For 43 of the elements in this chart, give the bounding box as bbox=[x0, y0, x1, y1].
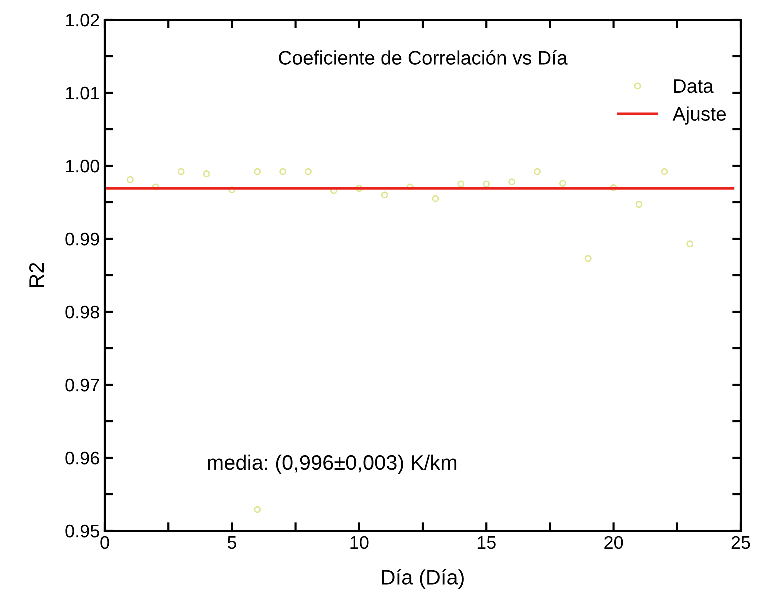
point bbox=[686, 240, 694, 248]
point bbox=[254, 506, 262, 514]
legend-label: Ajuste bbox=[672, 106, 726, 125]
point bbox=[305, 168, 312, 176]
point bbox=[636, 201, 643, 208]
y-tick-label: 1.02 bbox=[66, 14, 100, 27]
point bbox=[508, 178, 516, 186]
point bbox=[381, 192, 388, 199]
point bbox=[584, 255, 592, 262]
x-tick-label: 25 bbox=[732, 536, 750, 550]
y-tick-label: 0.97 bbox=[66, 378, 100, 392]
y-tick-label: 0.96 bbox=[66, 452, 100, 465]
x-tick-label: 15 bbox=[478, 536, 496, 550]
point bbox=[610, 184, 618, 192]
point bbox=[203, 170, 210, 178]
point bbox=[458, 180, 465, 188]
annotation: media: (0,996±0,003) K/km bbox=[208, 454, 457, 474]
y-tick-label: 0.98 bbox=[66, 306, 100, 319]
text: Coeficiente de Correlación vs Día bbox=[279, 50, 568, 65]
point bbox=[356, 185, 363, 192]
x-axis-title: Día (Día) bbox=[382, 569, 464, 590]
point bbox=[152, 184, 160, 191]
y-tick-label: 1.01 bbox=[66, 86, 100, 100]
x-tick-label: 10 bbox=[350, 536, 369, 550]
point bbox=[280, 168, 287, 176]
y-tick-label: 1.00 bbox=[66, 160, 100, 173]
point bbox=[534, 168, 541, 176]
point bbox=[178, 168, 185, 176]
x-tick-label: 5 bbox=[228, 536, 236, 550]
point bbox=[661, 168, 668, 176]
y-axis-title: R2 bbox=[29, 263, 44, 288]
x-tick-label: 0 bbox=[100, 536, 110, 550]
point bbox=[432, 195, 440, 202]
point bbox=[559, 180, 566, 187]
point bbox=[254, 168, 262, 176]
y-tick-label: 0.99 bbox=[66, 232, 100, 246]
legend-label: Data bbox=[674, 80, 714, 94]
point bbox=[126, 176, 134, 184]
point bbox=[228, 186, 236, 194]
y-tick-label: 0.95 bbox=[66, 524, 100, 538]
point bbox=[483, 180, 490, 188]
point bbox=[406, 184, 414, 191]
x-tick-label: 20 bbox=[604, 536, 624, 550]
